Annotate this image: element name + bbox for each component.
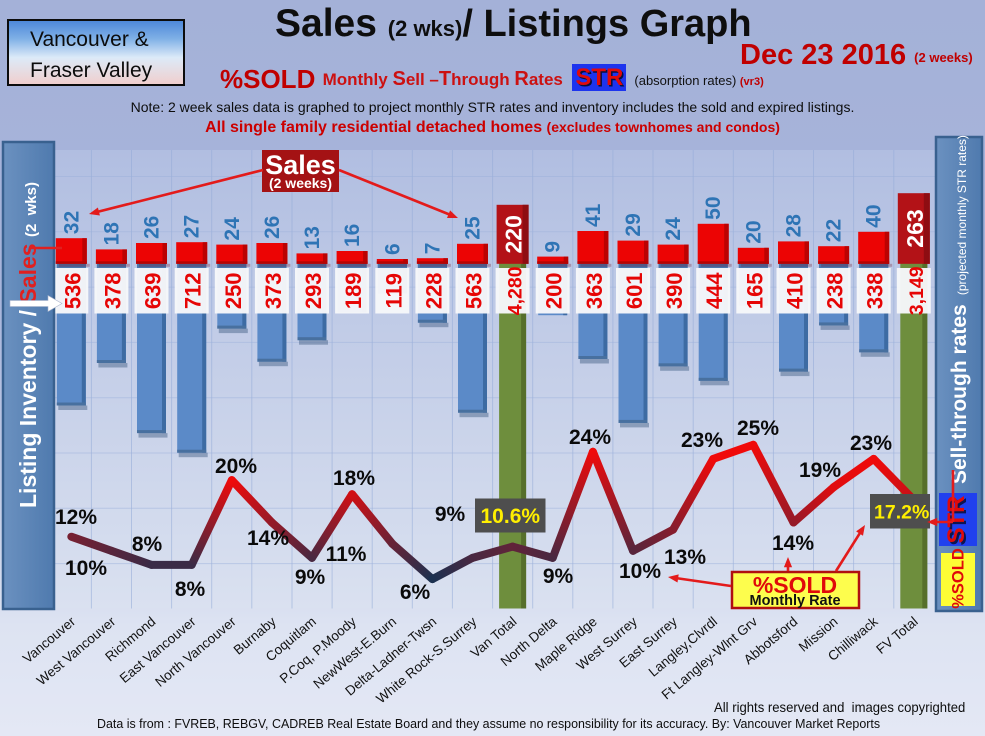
svg-text:27: 27 [181, 215, 204, 238]
svg-text:220: 220 [501, 215, 527, 253]
svg-text:14%: 14% [247, 527, 289, 550]
svg-text:14%: 14% [772, 532, 814, 555]
svg-text:16: 16 [341, 224, 364, 247]
svg-text:17.2%: 17.2% [874, 502, 929, 524]
svg-text:(2 weeks): (2 weeks) [269, 175, 332, 191]
svg-text:3,149: 3,149 [906, 266, 928, 315]
svg-text:25: 25 [462, 216, 485, 240]
svg-text:STR: STR [943, 496, 970, 544]
svg-text:20: 20 [742, 220, 765, 243]
svg-text:712: 712 [181, 272, 206, 309]
svg-text:13: 13 [301, 226, 324, 249]
svg-text:6%: 6% [400, 581, 431, 604]
svg-text:%SOLD: %SOLD [753, 572, 837, 598]
svg-text:FV Total: FV Total [873, 614, 920, 657]
svg-text:50: 50 [702, 196, 725, 219]
svg-text:363: 363 [582, 272, 607, 309]
svg-text:8%: 8% [175, 578, 206, 601]
svg-text:238: 238 [823, 272, 848, 309]
svg-text:601: 601 [622, 272, 647, 309]
svg-text:13%: 13% [664, 546, 706, 569]
svg-text:165: 165 [742, 272, 767, 309]
svg-text:378: 378 [100, 272, 125, 309]
svg-text:18%: 18% [333, 467, 375, 490]
svg-text:10%: 10% [65, 557, 107, 580]
svg-text:390: 390 [662, 272, 687, 309]
svg-text:228: 228 [421, 272, 446, 309]
svg-text:4,280: 4,280 [505, 266, 527, 315]
svg-text:24%: 24% [569, 426, 611, 449]
svg-text:9: 9 [542, 241, 565, 253]
svg-text:200: 200 [542, 272, 567, 309]
svg-text:373: 373 [261, 272, 286, 309]
svg-text:41: 41 [582, 203, 605, 227]
svg-text:639: 639 [141, 272, 166, 309]
svg-text:Monthly Rate: Monthly Rate [749, 593, 840, 609]
svg-text:24: 24 [662, 217, 685, 241]
svg-text:18: 18 [100, 222, 123, 246]
svg-text:%SOLD: %SOLD [950, 548, 968, 609]
svg-text:40: 40 [863, 204, 886, 227]
svg-text:Sales: Sales [265, 150, 336, 180]
svg-text:29: 29 [622, 213, 645, 236]
svg-text:189: 189 [341, 272, 366, 309]
svg-text:9%: 9% [435, 503, 466, 526]
svg-text:444: 444 [702, 272, 727, 309]
svg-text:10%: 10% [619, 560, 661, 583]
svg-text:10.6%: 10.6% [481, 505, 541, 528]
svg-text:410: 410 [783, 272, 808, 309]
svg-text:32: 32 [60, 211, 83, 234]
svg-text:9%: 9% [543, 565, 574, 588]
svg-text:23%: 23% [681, 429, 723, 452]
svg-text:338: 338 [863, 272, 888, 309]
svg-text:250: 250 [221, 272, 246, 309]
svg-text:11%: 11% [326, 543, 367, 566]
svg-text:28: 28 [783, 214, 806, 238]
svg-text:25%: 25% [737, 417, 779, 440]
svg-text:24: 24 [221, 217, 244, 241]
svg-text:23%: 23% [850, 432, 892, 455]
svg-text:22: 22 [823, 219, 846, 242]
svg-text:563: 563 [462, 272, 487, 309]
svg-text:6: 6 [381, 243, 404, 255]
svg-text:293: 293 [301, 272, 326, 309]
svg-text:26: 26 [261, 216, 284, 239]
svg-text:9%: 9% [295, 566, 326, 589]
svg-text:536: 536 [60, 272, 85, 309]
svg-text:12%: 12% [55, 506, 97, 529]
svg-text:263: 263 [902, 209, 928, 247]
svg-text:119: 119 [381, 273, 406, 309]
svg-text:19%: 19% [799, 459, 841, 482]
svg-text:26: 26 [141, 216, 164, 239]
svg-text:8%: 8% [132, 533, 163, 556]
svg-text:20%: 20% [215, 455, 257, 478]
svg-text:7: 7 [421, 243, 444, 255]
